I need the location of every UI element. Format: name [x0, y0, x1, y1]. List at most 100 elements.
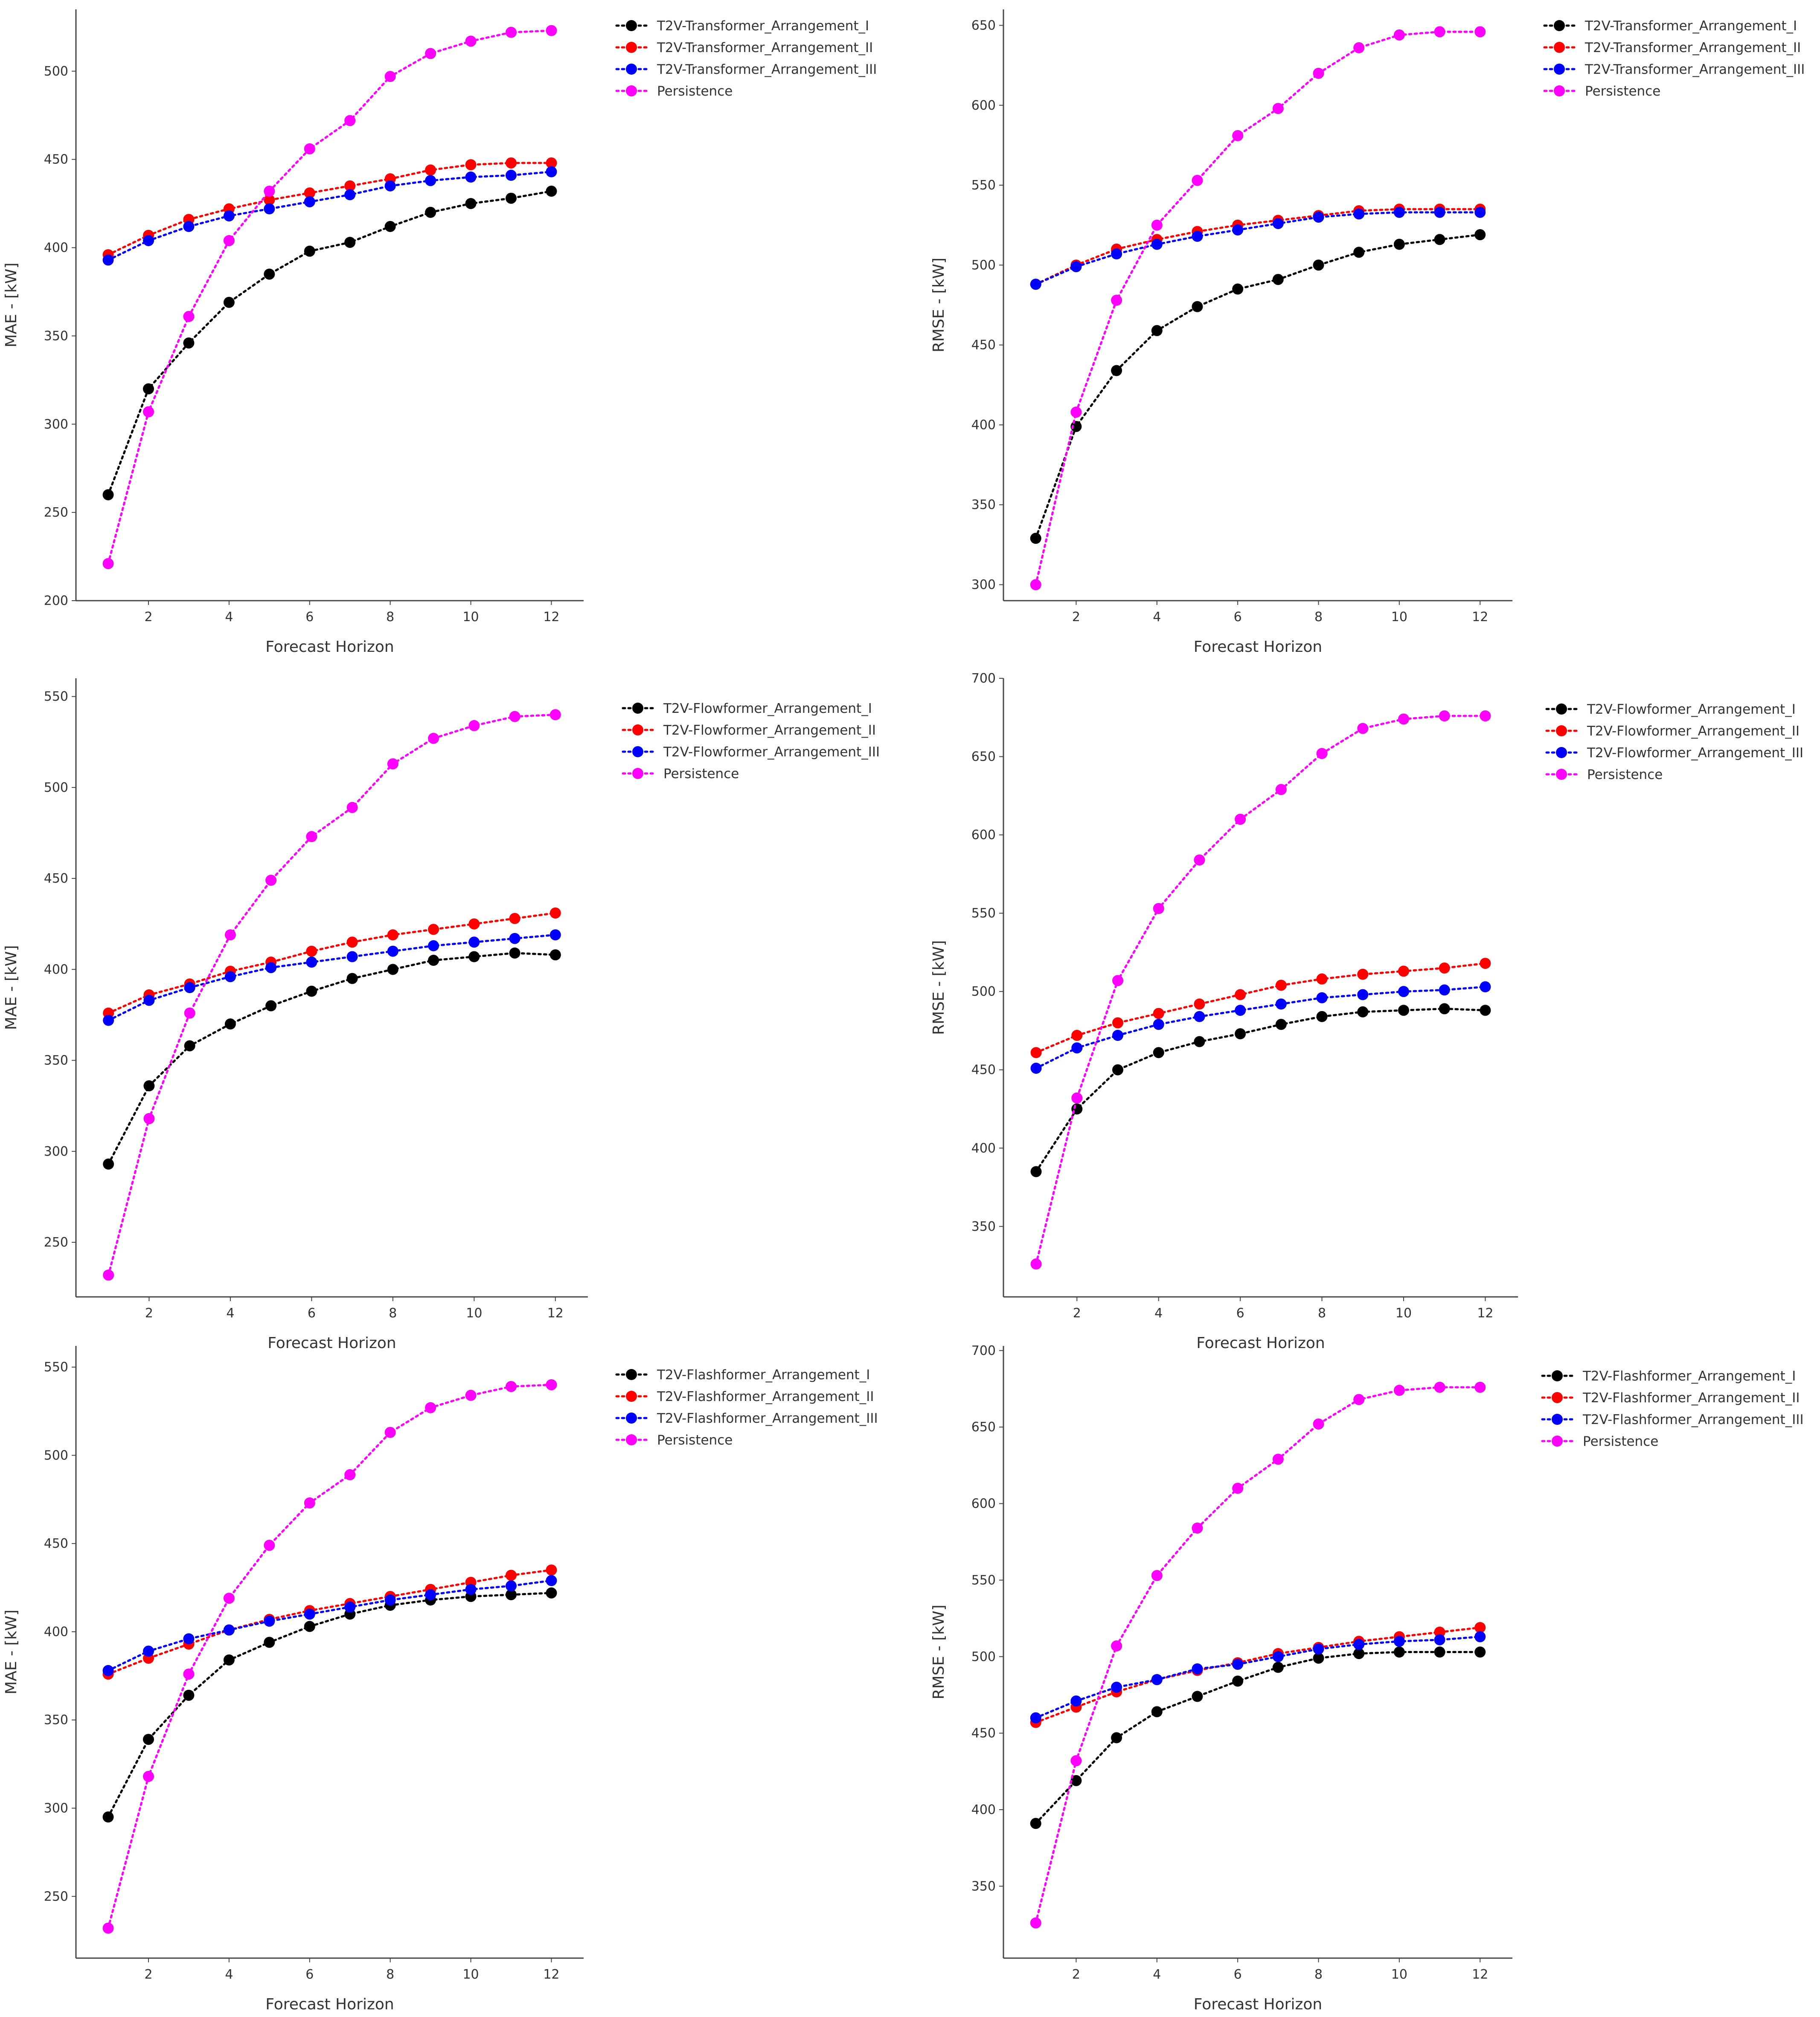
data-point-series-2	[264, 194, 275, 206]
legend: T2V-Flashformer_Arrangement_I T2V-Flashfo…	[615, 1367, 878, 1448]
data-point-series-2	[306, 945, 317, 957]
x-tick-label: 8	[1314, 1967, 1323, 1982]
data-point-series-1	[1153, 1047, 1164, 1058]
y-axis-title: RMSE - [kW]	[930, 258, 948, 352]
data-point-series-1	[346, 973, 358, 984]
data-point-series-4	[1272, 1453, 1284, 1465]
data-point-series-1	[1272, 1662, 1284, 1673]
y-tick-label: 600	[971, 98, 996, 113]
data-point-series-3	[1434, 206, 1445, 218]
data-point-series-4	[1151, 219, 1163, 231]
data-point-series-4	[183, 311, 195, 322]
legend-label: T2V-Flashformer_Arrangement_II	[657, 1389, 874, 1404]
data-point-series-1	[1272, 274, 1284, 285]
data-point-series-3	[264, 1616, 275, 1627]
data-point-series-3	[1030, 1063, 1042, 1074]
series-line-3	[1035, 985, 1486, 1070]
y-tick-label: 600	[971, 1497, 996, 1511]
data-point-series-2	[1194, 998, 1205, 1010]
data-point-series-2	[425, 164, 436, 176]
data-point-series-1	[1151, 325, 1163, 336]
data-point-series-3	[1439, 984, 1450, 996]
x-tick-label: 10	[1391, 610, 1407, 625]
data-point-series-3	[1353, 208, 1365, 220]
x-axis-title: Forecast Horizon	[1196, 1334, 1325, 1352]
data-point-series-1	[509, 947, 520, 959]
legend-label: T2V-Flashformer_Arrangement_I	[1582, 1369, 1796, 1384]
data-point-series-1	[223, 296, 235, 308]
data-point-series-1	[143, 1080, 155, 1092]
data-point-series-3	[265, 962, 277, 974]
data-point-series-3	[143, 235, 154, 246]
data-point-series-1	[102, 1811, 114, 1823]
x-tick-label: 4	[225, 610, 233, 625]
data-point-series-3	[1393, 206, 1405, 218]
data-point-series-3	[1070, 261, 1082, 273]
data-point-series-3	[384, 1594, 396, 1606]
data-point-series-4	[546, 1379, 557, 1390]
legend-label: T2V-Transformer_Arrangement_III	[1585, 62, 1805, 77]
x-tick-label: 12	[543, 1967, 559, 1982]
data-point-series-3	[304, 1608, 315, 1620]
data-point-series-4	[428, 732, 439, 744]
data-point-series-2	[304, 187, 315, 199]
legend-label: T2V-Flashformer_Arrangement_III	[657, 1411, 878, 1426]
legend-swatch-marker	[632, 703, 643, 714]
data-point-series-4	[1434, 26, 1445, 38]
x-tick-label: 6	[305, 610, 314, 625]
data-point-series-3	[506, 169, 517, 181]
data-point-series-4	[1316, 748, 1328, 759]
series-line-4	[1035, 30, 1481, 586]
y-axis-title: RMSE - [kW]	[930, 940, 948, 1035]
legend-swatch-marker	[632, 724, 643, 735]
y-tick-label: 500	[44, 780, 68, 795]
legend-label: T2V-Transformer_Arrangement_I	[1585, 18, 1797, 34]
y-axis-title: RMSE - [kW]	[930, 1604, 948, 1699]
data-point-series-4	[1192, 1522, 1203, 1534]
y-tick-label: 500	[44, 64, 68, 79]
data-point-series-1	[1434, 234, 1445, 245]
legend-swatch-marker	[1556, 725, 1567, 736]
data-point-series-2	[549, 907, 561, 919]
data-point-series-4	[1030, 1917, 1041, 1929]
x-tick-label: 6	[308, 1306, 316, 1321]
data-point-series-4	[1153, 903, 1164, 914]
data-point-series-3	[1030, 279, 1041, 290]
x-tick-label: 6	[1236, 1306, 1244, 1321]
series-line-4	[1035, 1386, 1481, 1924]
legend-swatch-marker	[1552, 1370, 1563, 1381]
data-point-series-1	[344, 237, 356, 248]
x-tick-label: 4	[1153, 1967, 1161, 1982]
y-tick-label: 650	[971, 750, 996, 764]
x-axis-title: Forecast Horizon	[1194, 1996, 1322, 2013]
data-point-series-1	[1192, 301, 1203, 312]
data-point-series-3	[1235, 1005, 1246, 1016]
legend-label: Persistence	[657, 84, 733, 99]
data-point-series-4	[1112, 975, 1123, 986]
legend-label: Persistence	[1583, 1434, 1658, 1449]
data-point-series-3	[468, 936, 480, 948]
data-point-series-1	[1275, 1019, 1287, 1030]
legend-swatch-marker	[1554, 42, 1565, 53]
data-point-series-3	[1192, 1663, 1203, 1674]
legend-swatch-marker	[632, 746, 643, 757]
x-tick-label: 4	[1153, 610, 1161, 625]
data-point-series-4	[304, 143, 315, 154]
data-point-series-3	[344, 189, 356, 201]
legend-label: T2V-Transformer_Arrangement_II	[1585, 40, 1801, 55]
chart-panel-6: 350 400 450 500 550 600 650 700 2 4 6 8 10 12 Forecast…	[930, 1343, 1804, 2013]
data-point-series-4	[1398, 713, 1409, 725]
y-tick-label: 300	[44, 1144, 68, 1159]
data-point-series-1	[1474, 1646, 1486, 1658]
data-point-series-3	[425, 175, 436, 186]
data-point-series-1	[546, 1587, 557, 1598]
data-point-series-2	[1316, 973, 1328, 985]
data-point-series-4	[1232, 1482, 1244, 1494]
data-point-series-3	[1434, 1634, 1445, 1645]
series-line-2	[107, 1569, 552, 1675]
x-tick-label: 8	[386, 610, 394, 625]
data-point-series-1	[1194, 1036, 1205, 1047]
legend-swatch-marker	[1556, 769, 1567, 780]
series-line-3	[107, 933, 557, 1022]
legend-swatch-marker	[1554, 20, 1565, 31]
